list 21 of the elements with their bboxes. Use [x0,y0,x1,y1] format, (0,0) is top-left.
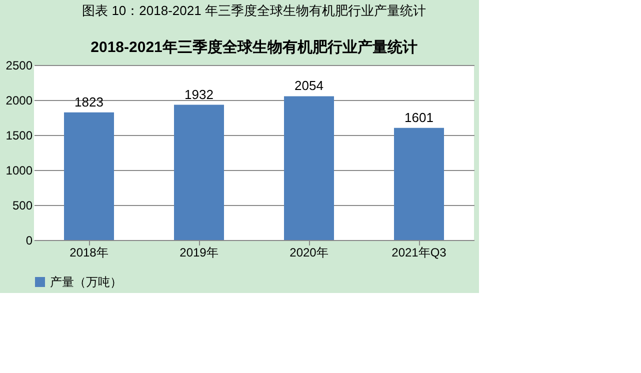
bar [284,96,334,240]
data-label: 1823 [74,94,104,110]
bar [174,104,224,240]
data-label: 1601 [404,110,434,125]
chart-subtitle: 2018-2021年三季度全球生物有机肥行业产量统计 [90,38,418,56]
bar [64,112,114,240]
x-tick-label: 2019年 [180,246,218,260]
data-label: 1932 [184,86,214,102]
y-tick-label: 0 [26,234,33,248]
x-tick-label: 2020年 [290,246,328,260]
bar [394,128,444,240]
y-tick-label: 1500 [6,128,33,142]
x-tick-label: 2018年 [70,246,108,260]
data-label: 2054 [294,78,324,94]
chart-title: 图表 10：2018-2021 年三季度全球生物有机肥行业产量统计 [82,3,426,18]
x-tick-label: 2021年Q3 [392,246,447,260]
legend-label: 产量（万吨） [50,275,122,289]
y-tick-label: 500 [12,198,33,212]
y-tick-label: 2500 [6,58,33,72]
y-tick-label: 1000 [6,164,33,178]
y-tick-label: 2000 [6,94,33,108]
